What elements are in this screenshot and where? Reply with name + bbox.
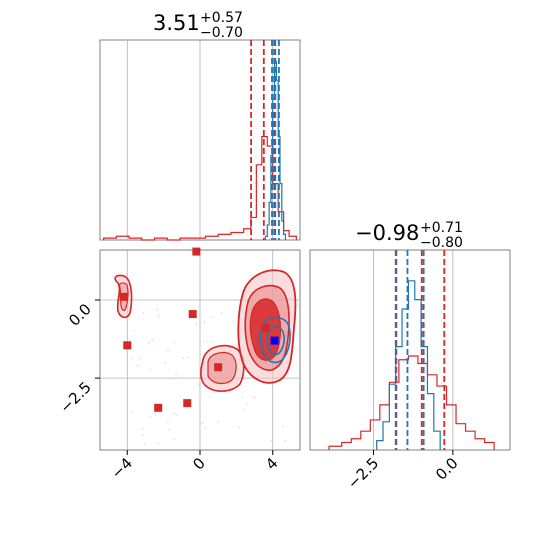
sample-dot [204, 426, 207, 429]
red-marker-2 [188, 310, 197, 319]
sample-dot [201, 422, 204, 425]
tick-label-joint-x-1: 0 [189, 454, 208, 473]
sample-dot [142, 434, 145, 436]
scatter-layer [119, 247, 279, 412]
sample-dot [182, 357, 185, 360]
sample-dot [173, 438, 175, 440]
sample-dot [164, 362, 167, 364]
top-left-title-lower: −0.70 [200, 25, 243, 41]
sample-dot [149, 416, 152, 418]
tick-label-joint-x-0: −4 [108, 454, 136, 482]
sample-dot [176, 414, 178, 417]
sample-dot [242, 408, 245, 411]
sample-dot [241, 396, 244, 399]
red-marker-1 [119, 292, 128, 301]
truth-marker [270, 336, 279, 345]
panel-bottom-right-frame [309, 249, 511, 451]
grid-lines [100, 40, 454, 450]
sample-dot [270, 439, 273, 442]
histogram-layer [103, 40, 495, 450]
sample-dot [252, 395, 255, 398]
sample-dot [139, 357, 142, 359]
sample-dot [142, 311, 145, 314]
contour-blue-inner [266, 325, 285, 356]
sample-dot [220, 312, 223, 315]
red-marker-6 [183, 399, 192, 408]
sample-dot [130, 411, 133, 413]
sample-dot [137, 364, 139, 367]
sample-dot [195, 323, 198, 326]
sample-dot [156, 309, 159, 311]
sample-dot [203, 321, 206, 324]
bottom-right-title: −0.98 [355, 221, 419, 245]
sample-dot [232, 320, 234, 323]
sample-dot [157, 442, 160, 444]
sample-dot [130, 357, 133, 360]
bottom-right-title-lower: −0.80 [420, 235, 463, 251]
red-marker-4 [261, 324, 270, 333]
red-marker-0 [192, 247, 201, 256]
bottom-right-title-upper: +0.71 [420, 220, 463, 236]
contour-blue-outer [259, 316, 291, 364]
sample-dot [133, 330, 135, 332]
sample-dot [206, 341, 209, 343]
sample-dot [167, 421, 169, 423]
sample-dot [284, 440, 286, 442]
bottom-right-title-median: −0.98 [355, 221, 419, 245]
tick-label-joint-x-2: 4 [262, 454, 281, 473]
tick-label-joint-y-1: −2.5 [56, 378, 94, 416]
sample-dot [143, 442, 146, 445]
sample-dot [168, 428, 171, 431]
sample-dot [245, 403, 248, 406]
sample-dot [198, 383, 201, 386]
sample-dot [210, 316, 213, 318]
top-left-title: 3.51 [153, 11, 200, 35]
sample-dot [156, 314, 159, 316]
sample-dot [217, 421, 220, 423]
sample-dot [172, 341, 175, 343]
sample-dot [187, 356, 189, 359]
tick-label-joint-y-0: 0.0 [65, 300, 95, 330]
sample-dot [142, 427, 144, 430]
red-marker-5 [214, 363, 223, 372]
sample-dot [238, 426, 240, 429]
red-marker-7 [154, 403, 163, 412]
sample-dot [151, 339, 154, 342]
sample-dot [282, 425, 284, 428]
sample-dot [154, 413, 157, 416]
top-left-title-median: 3.51 [153, 11, 200, 35]
sample-dot [148, 342, 151, 344]
sample-dot [158, 315, 161, 318]
sample-dot [173, 412, 176, 415]
sample-dot [167, 349, 169, 351]
tick-label-br-x-1: 0.0 [432, 454, 462, 484]
sample-dot [202, 340, 205, 343]
sample-dot [149, 369, 151, 371]
top-left-title-upper: +0.57 [200, 10, 243, 26]
sample-dot [211, 340, 214, 343]
hist-br-blue-series [376, 280, 441, 450]
sample-dot [175, 375, 178, 377]
sample-dot [254, 397, 257, 399]
hist-br-red-series [328, 355, 495, 450]
tick-label-br-x-0: −2.5 [344, 454, 382, 492]
red-marker-3 [123, 341, 132, 350]
